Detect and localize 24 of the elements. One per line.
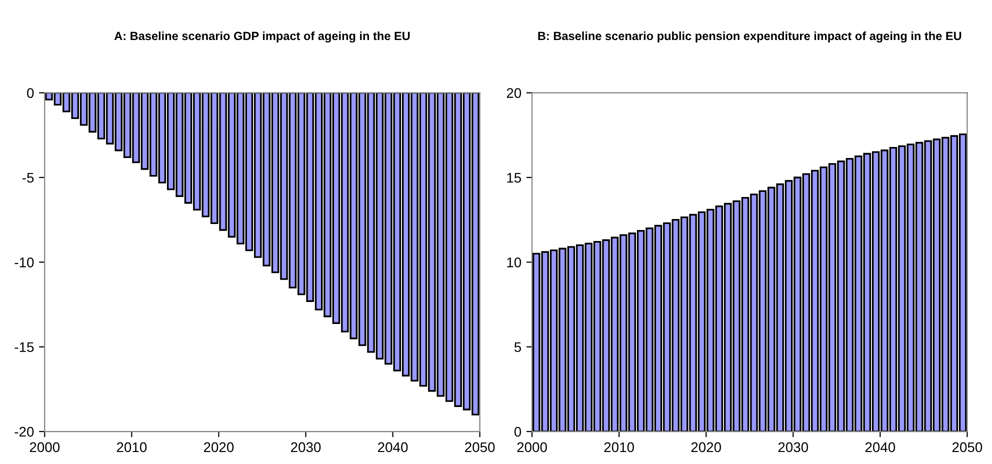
x-tick-label: 2030 xyxy=(778,442,808,452)
chart-title: B: Baseline scenario public pension expenditure impact of ageing in the EU xyxy=(538,31,962,43)
x-tick-label: 2040 xyxy=(865,442,896,452)
y-tick-label: -5 xyxy=(22,172,34,183)
x-tick-label: 2020 xyxy=(204,442,234,452)
x-tick-label: 2010 xyxy=(604,442,634,452)
y-tick-label: 5 xyxy=(514,342,522,352)
y-tick-label: -15 xyxy=(14,342,34,352)
y-tick-label: 10 xyxy=(507,257,522,268)
x-tick-label: 2010 xyxy=(116,442,147,452)
y-tick-label: 0 xyxy=(27,88,34,98)
y-tick-label: -10 xyxy=(14,257,34,268)
y-tick-label: -20 xyxy=(14,426,34,437)
chart-title: A: Baseline scenario GDP impact of ageing in the EU xyxy=(114,31,410,43)
x-tick-label: 2050 xyxy=(465,442,495,452)
y-tick-label: 20 xyxy=(506,88,522,98)
x-tick-label: 2000 xyxy=(30,442,60,452)
y-tick-label: 15 xyxy=(507,172,522,183)
x-tick-label: 2030 xyxy=(290,442,321,452)
y-tick-label: 0 xyxy=(514,426,522,437)
x-tick-label: 2000 xyxy=(517,442,547,452)
x-tick-label: 2040 xyxy=(378,442,408,452)
x-tick-label: 2050 xyxy=(952,442,982,452)
x-tick-label: 2020 xyxy=(691,442,722,452)
